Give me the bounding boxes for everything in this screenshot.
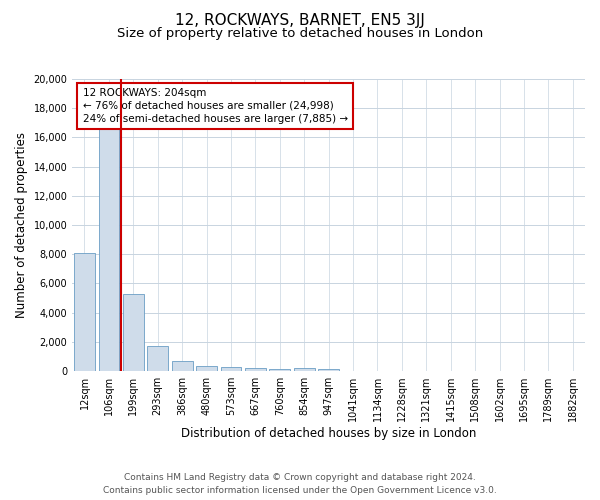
Text: Size of property relative to detached houses in London: Size of property relative to detached ho…: [117, 28, 483, 40]
Bar: [294, 368, 314, 371]
Bar: [318, 370, 339, 371]
Bar: [172, 361, 193, 371]
X-axis label: Distribution of detached houses by size in London: Distribution of detached houses by size …: [181, 427, 476, 440]
Bar: [269, 368, 290, 371]
Y-axis label: Number of detached properties: Number of detached properties: [15, 132, 28, 318]
Bar: [245, 368, 266, 371]
Text: 12, ROCKWAYS, BARNET, EN5 3JJ: 12, ROCKWAYS, BARNET, EN5 3JJ: [175, 12, 425, 28]
Text: Contains HM Land Registry data © Crown copyright and database right 2024.
Contai: Contains HM Land Registry data © Crown c…: [103, 474, 497, 495]
Bar: [148, 346, 168, 371]
Bar: [196, 366, 217, 371]
Bar: [74, 253, 95, 371]
Text: 12 ROCKWAYS: 204sqm
← 76% of detached houses are smaller (24,998)
24% of semi-de: 12 ROCKWAYS: 204sqm ← 76% of detached ho…: [83, 88, 347, 124]
Bar: [221, 367, 241, 371]
Bar: [98, 128, 119, 371]
Bar: [123, 294, 144, 371]
